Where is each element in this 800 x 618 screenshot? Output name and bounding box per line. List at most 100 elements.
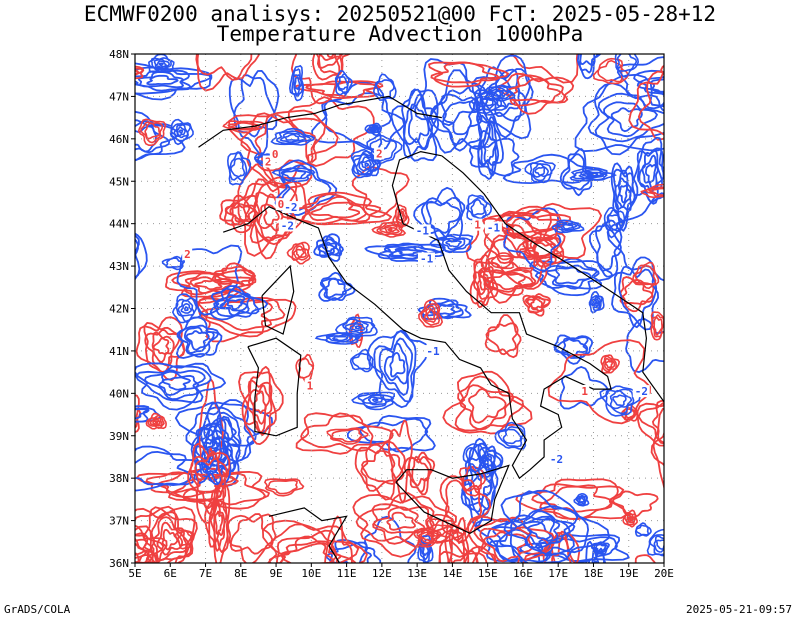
negative-advection-contour	[176, 324, 220, 358]
lon-label: 9E	[269, 567, 282, 580]
positive-advection-contour	[472, 267, 493, 300]
positive-advection-contour	[227, 120, 261, 131]
negative-advection-contour	[165, 257, 184, 269]
positive-advection-contour	[600, 354, 621, 374]
negative-advection-contour	[369, 126, 378, 132]
positive-advection-contour	[196, 54, 260, 92]
negative-advection-contour	[480, 96, 494, 107]
positive-advection-contour	[231, 176, 298, 246]
negative-advection-contour	[554, 266, 592, 285]
positive-advection-contour	[315, 562, 340, 563]
negative-advection-contour	[331, 335, 349, 342]
contour-label-bg	[413, 224, 431, 237]
negative-advection-contour	[579, 54, 596, 66]
positive-advection-contour	[524, 238, 563, 259]
contour-label: -1	[487, 221, 501, 234]
negative-advection-contour	[604, 31, 667, 51]
negative-advection-contour	[524, 159, 556, 184]
positive-advection-contour	[154, 420, 159, 424]
negative-advection-contour	[228, 27, 282, 53]
positive-advection-contour	[384, 226, 397, 234]
contour-label: -1	[416, 224, 430, 237]
negative-advection-contour	[522, 510, 576, 549]
lon-label: 20E	[654, 567, 674, 580]
negative-advection-contour	[180, 302, 193, 314]
negative-advection-contour	[587, 557, 600, 563]
negative-advection-contour	[561, 223, 574, 230]
contour-label-bg	[472, 218, 483, 231]
negative-advection-contour	[135, 445, 206, 492]
sardinia-coast	[247, 337, 302, 437]
positive-advection-contour	[632, 261, 660, 290]
negative-advection-contour	[314, 332, 364, 345]
lat-label: 47N	[109, 90, 129, 103]
positive-advection-contour	[326, 54, 335, 58]
contour-label: 1	[581, 385, 588, 398]
positive-advection-contour	[490, 254, 513, 269]
negative-advection-contour	[473, 91, 503, 112]
negative-advection-contour	[616, 54, 638, 72]
negative-advection-contour	[529, 162, 553, 182]
positive-advection-contour	[637, 70, 664, 141]
positive-advection-contour	[485, 322, 519, 356]
positive-advection-contour	[137, 118, 167, 146]
negative-advection-contour	[153, 58, 171, 71]
positive-advection-contour	[651, 313, 664, 338]
negative-advection-contour	[178, 129, 184, 134]
positive-advection-contour	[602, 355, 617, 373]
positive-advection-contour	[152, 516, 188, 562]
negative-advection-contour	[230, 157, 246, 178]
negative-advection-contour	[425, 200, 462, 234]
positive-advection-contour	[140, 121, 164, 144]
negative-advection-contour	[390, 246, 429, 257]
negative-advection-contour	[161, 255, 186, 271]
positive-advection-contour	[637, 401, 664, 444]
positive-advection-contour	[183, 271, 245, 296]
negative-advection-contour	[482, 131, 497, 164]
positive-advection-contour	[515, 478, 628, 521]
latitude-labels: 48N 47N 46N 45N 44N 43N 42N 41N 40N 39N 38N 37N 36N	[109, 48, 129, 570]
negative-advection-contour	[553, 336, 589, 359]
positive-advection-contour	[228, 109, 339, 189]
positive-advection-contour	[531, 483, 625, 520]
negative-advection-contour	[609, 389, 633, 410]
negative-advection-contour	[529, 260, 614, 297]
negative-advection-contour	[334, 316, 378, 338]
contour-label: 0	[278, 198, 285, 211]
negative-advection-contour	[402, 93, 433, 149]
positive-advection-contour	[628, 70, 664, 137]
negative-advection-contour	[440, 93, 483, 146]
positive-advection-contour	[483, 531, 529, 563]
contour-label-bg	[579, 384, 590, 397]
negative-advection-contour	[155, 60, 168, 68]
negative-advection-contour	[645, 163, 657, 184]
negative-advection-contour	[575, 494, 588, 507]
positive-advection-contour	[645, 186, 664, 198]
positive-advection-contour	[194, 457, 223, 509]
negative-advection-contour	[655, 539, 664, 550]
negative-advection-contour	[321, 241, 338, 255]
lat-label: 48N	[109, 48, 129, 61]
coastline	[198, 95, 664, 563]
positive-advection-contour	[291, 242, 310, 261]
negative-advection-contour	[226, 298, 243, 311]
negative-advection-contour	[176, 244, 243, 316]
positive-advection-contour	[351, 166, 410, 218]
negative-advection-contour	[603, 101, 658, 138]
negative-advection-contour	[135, 405, 150, 423]
contour-label-bg	[262, 155, 273, 168]
negative-advection-contour	[442, 100, 475, 136]
positive-advection-contour	[647, 187, 664, 197]
negative-advection-contour	[581, 172, 599, 179]
negative-advection-contour	[605, 388, 635, 415]
positive-advection-contour	[418, 299, 444, 328]
lon-label: 11E	[337, 567, 357, 580]
positive-advection-contour	[156, 521, 184, 556]
positive-advection-contour	[281, 535, 335, 563]
positive-advection-contour	[135, 525, 158, 563]
tunisia-coast	[268, 507, 348, 563]
contour-label-bg	[484, 221, 502, 234]
positive-advection-contour	[214, 510, 224, 535]
positive-advection-contour	[482, 234, 548, 304]
